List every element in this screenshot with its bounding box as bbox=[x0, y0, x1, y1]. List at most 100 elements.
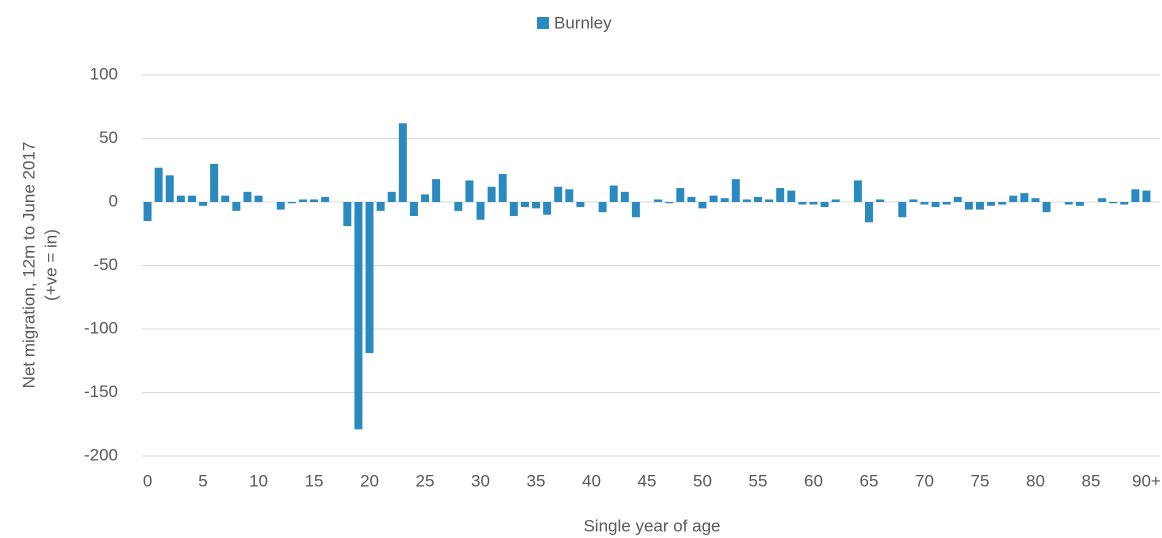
y-tick-label: 0 bbox=[109, 191, 118, 210]
bar bbox=[787, 190, 796, 202]
bar bbox=[665, 202, 674, 204]
y-tick-label: -200 bbox=[84, 445, 118, 464]
bar bbox=[687, 196, 696, 202]
y-tick-label: -100 bbox=[84, 318, 118, 337]
bar bbox=[387, 191, 396, 202]
bar bbox=[831, 199, 840, 202]
bar bbox=[310, 199, 319, 202]
x-tick-label: 5 bbox=[198, 471, 207, 490]
x-axis-title: Single year of age bbox=[583, 516, 720, 535]
x-tick-label: 70 bbox=[915, 471, 934, 490]
bar bbox=[598, 202, 607, 213]
bar bbox=[820, 202, 829, 208]
x-tick-label: 10 bbox=[249, 471, 268, 490]
bar bbox=[698, 202, 707, 209]
y-axis-title: Net migration, 12m to June 2017 (+ve = i… bbox=[19, 142, 60, 389]
bar bbox=[609, 185, 618, 202]
bar bbox=[1042, 202, 1051, 213]
bar bbox=[543, 202, 552, 215]
bar bbox=[1009, 195, 1018, 202]
bar bbox=[476, 202, 485, 220]
x-tick-label: 25 bbox=[416, 471, 435, 490]
bar bbox=[221, 195, 230, 202]
legend-swatch bbox=[537, 17, 549, 29]
x-tick-label: 15 bbox=[305, 471, 324, 490]
bar bbox=[720, 198, 729, 202]
bar bbox=[343, 202, 352, 227]
y-axis-title-line: Net migration, 12m to June 2017 bbox=[19, 142, 38, 389]
x-tick-label: 80 bbox=[1026, 471, 1045, 490]
bar bbox=[298, 199, 307, 202]
bar bbox=[1031, 198, 1040, 202]
bar bbox=[199, 202, 208, 206]
bar bbox=[920, 202, 929, 205]
bar bbox=[532, 202, 541, 209]
x-tick-label: 0 bbox=[143, 471, 152, 490]
bar bbox=[631, 202, 640, 218]
bar bbox=[898, 202, 907, 218]
bar bbox=[432, 179, 441, 202]
y-axis-title-line: (+ve = in) bbox=[41, 229, 60, 301]
bar bbox=[554, 186, 563, 202]
bar bbox=[576, 202, 585, 208]
bar bbox=[187, 195, 196, 202]
y-tick-label: 50 bbox=[99, 128, 118, 147]
bar bbox=[210, 163, 219, 202]
bar bbox=[1109, 202, 1118, 204]
x-tick-label: 85 bbox=[1081, 471, 1100, 490]
bar bbox=[776, 188, 785, 202]
bar bbox=[1142, 190, 1151, 202]
bar bbox=[964, 202, 973, 210]
bar bbox=[454, 202, 463, 211]
bar bbox=[876, 199, 885, 202]
bar bbox=[987, 202, 996, 206]
bar bbox=[742, 199, 751, 202]
bar bbox=[409, 202, 418, 216]
bar bbox=[809, 202, 818, 205]
bar bbox=[1120, 202, 1129, 205]
bar bbox=[154, 167, 163, 202]
bar bbox=[487, 186, 496, 202]
y-tick-label: -150 bbox=[84, 382, 118, 401]
bar bbox=[765, 199, 774, 202]
x-tick-label: 55 bbox=[749, 471, 768, 490]
y-tick-label: -50 bbox=[93, 255, 118, 274]
bar bbox=[421, 194, 430, 202]
bar bbox=[365, 202, 374, 354]
bar bbox=[654, 199, 663, 202]
bar bbox=[165, 175, 174, 202]
x-tick-label: 90+ bbox=[1132, 471, 1161, 490]
bar bbox=[753, 196, 762, 202]
x-tick-label: 45 bbox=[638, 471, 657, 490]
bar bbox=[509, 202, 518, 216]
bar bbox=[975, 202, 984, 210]
x-tick-label: 75 bbox=[971, 471, 990, 490]
bar bbox=[1131, 189, 1140, 202]
bar bbox=[620, 191, 629, 202]
bar bbox=[287, 202, 296, 204]
bar bbox=[520, 202, 529, 208]
bar bbox=[864, 202, 873, 223]
x-tick-label: 20 bbox=[360, 471, 379, 490]
x-tick-label: 35 bbox=[527, 471, 546, 490]
bar bbox=[998, 202, 1007, 205]
bar bbox=[953, 196, 962, 202]
bar bbox=[398, 123, 407, 202]
bar bbox=[176, 195, 185, 202]
bar bbox=[376, 202, 385, 211]
x-tick-label: 60 bbox=[804, 471, 823, 490]
bar bbox=[798, 202, 807, 205]
bar bbox=[731, 179, 740, 202]
bar bbox=[1020, 193, 1029, 202]
bar bbox=[676, 188, 685, 202]
bar bbox=[1064, 202, 1073, 205]
bar bbox=[1098, 198, 1107, 202]
x-tick-label: 30 bbox=[471, 471, 490, 490]
x-tick-label: 40 bbox=[582, 471, 601, 490]
bar bbox=[853, 180, 862, 202]
bar bbox=[232, 202, 241, 211]
bar bbox=[354, 202, 363, 430]
bar bbox=[565, 189, 574, 202]
bar bbox=[465, 180, 474, 202]
